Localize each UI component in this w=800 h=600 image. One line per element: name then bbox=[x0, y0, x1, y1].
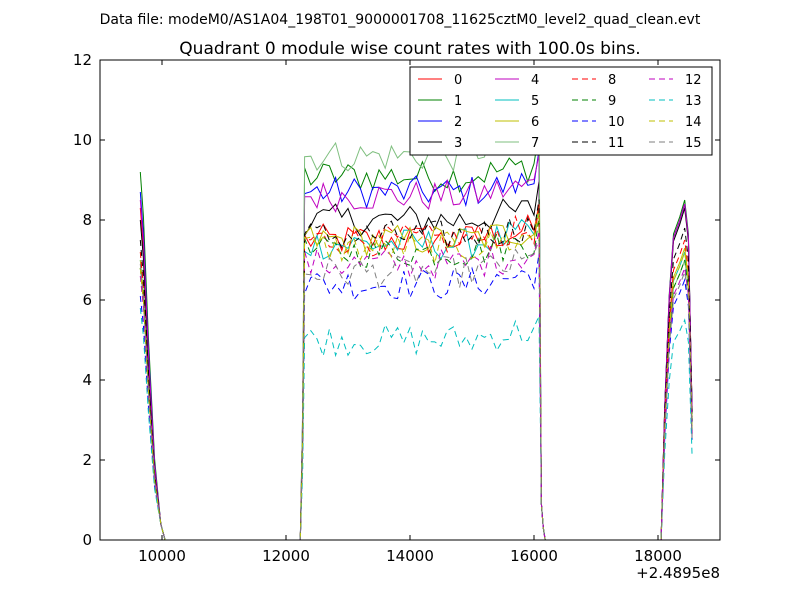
legend-label-15: 15 bbox=[685, 136, 702, 151]
series-line-15 bbox=[140, 240, 692, 540]
x-tick-label: 18000 bbox=[634, 547, 682, 565]
series-line-5 bbox=[140, 209, 692, 541]
y-tick-label: 0 bbox=[82, 531, 92, 549]
series-line-0 bbox=[140, 204, 692, 540]
y-tick-label: 12 bbox=[73, 51, 92, 69]
y-tick-label: 4 bbox=[82, 371, 92, 389]
legend-label-0: 0 bbox=[454, 73, 462, 88]
series-line-2 bbox=[140, 150, 692, 540]
y-tick-label: 8 bbox=[82, 211, 92, 229]
legend-label-3: 3 bbox=[454, 136, 462, 151]
series-line-12 bbox=[140, 231, 692, 540]
legend-label-2: 2 bbox=[454, 115, 462, 130]
y-tick-label: 6 bbox=[82, 291, 92, 309]
legend-label-8: 8 bbox=[608, 73, 616, 88]
chart-title: Quadrant 0 module wise count rates with … bbox=[179, 39, 640, 59]
series-line-13 bbox=[140, 308, 692, 540]
legend-label-7: 7 bbox=[531, 136, 539, 151]
x-tick-label: 12000 bbox=[262, 547, 310, 565]
series-line-9 bbox=[140, 217, 692, 540]
y-tick-label: 10 bbox=[73, 131, 92, 149]
plot-lines bbox=[140, 110, 692, 540]
series-line-1 bbox=[140, 132, 692, 540]
chart-suptitle: Data file: modeM0/AS1A04_198T01_90000017… bbox=[100, 12, 701, 28]
chart: Data file: modeM0/AS1A04_198T01_90000017… bbox=[0, 0, 800, 600]
x-tick-label: 14000 bbox=[386, 547, 434, 565]
legend-label-4: 4 bbox=[531, 73, 539, 88]
legend-label-13: 13 bbox=[685, 94, 702, 109]
series-line-7 bbox=[140, 110, 692, 540]
x-tick-label: 16000 bbox=[510, 547, 558, 565]
series-line-11 bbox=[140, 200, 692, 541]
legend-label-10: 10 bbox=[608, 115, 625, 130]
legend-label-11: 11 bbox=[608, 136, 625, 151]
y-tick-label: 2 bbox=[82, 451, 92, 469]
x-offset-label: +2.4895e8 bbox=[636, 564, 720, 582]
series-line-10 bbox=[140, 253, 692, 540]
series-line-6 bbox=[140, 204, 692, 540]
legend-label-14: 14 bbox=[685, 115, 702, 130]
series-line-3 bbox=[140, 182, 692, 540]
series-line-8 bbox=[140, 204, 692, 540]
series-line-4 bbox=[140, 155, 692, 540]
legend-label-5: 5 bbox=[531, 94, 539, 109]
legend-label-9: 9 bbox=[608, 94, 616, 109]
legend-label-12: 12 bbox=[685, 73, 702, 88]
x-tick-label: 10000 bbox=[138, 547, 186, 565]
legend-label-1: 1 bbox=[454, 94, 462, 109]
legend-label-6: 6 bbox=[531, 115, 539, 130]
